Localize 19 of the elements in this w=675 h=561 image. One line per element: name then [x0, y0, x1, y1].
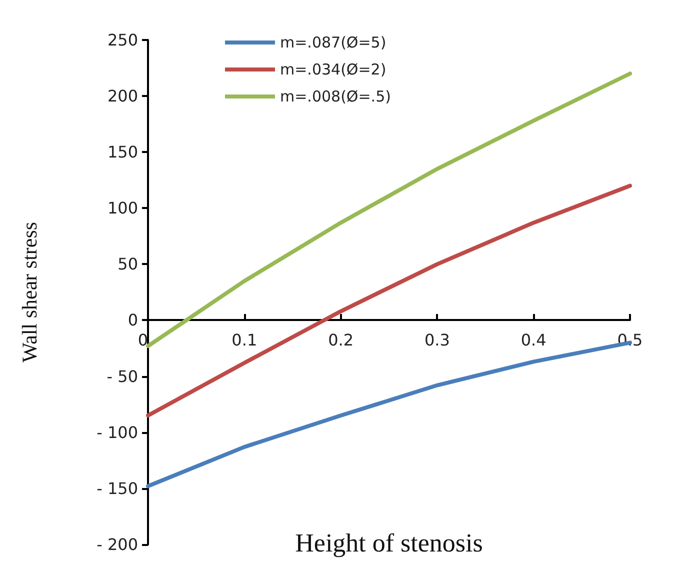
x-tick-label: 0.4: [520, 330, 546, 350]
legend-label: m=.087(Ø=5): [280, 34, 386, 52]
y-tick-label: 100: [107, 198, 138, 218]
legend-label: m=.034(Ø=2): [280, 60, 386, 78]
y-tick-label: 50: [118, 254, 138, 274]
x-tick-label: 0.2: [328, 330, 354, 350]
y-axis-title: Wall shear stress: [18, 222, 42, 363]
x-tick-label: 0.1: [232, 330, 258, 350]
x-axis-title: Height of stenosis: [295, 528, 483, 558]
y-tick-label: 200: [107, 86, 138, 106]
y-tick-label: 0: [128, 310, 138, 330]
legend-label: m=.008(Ø=.5): [280, 88, 391, 106]
y-tick-label: - 50: [106, 366, 138, 386]
y-tick-label: 250: [107, 30, 138, 50]
y-tick-label: - 100: [96, 422, 138, 442]
y-tick-label: 150: [107, 142, 138, 162]
y-tick-label: - 150: [96, 478, 138, 498]
x-tick-label: 0.3: [424, 330, 450, 350]
y-tick-label: - 200: [96, 534, 138, 554]
